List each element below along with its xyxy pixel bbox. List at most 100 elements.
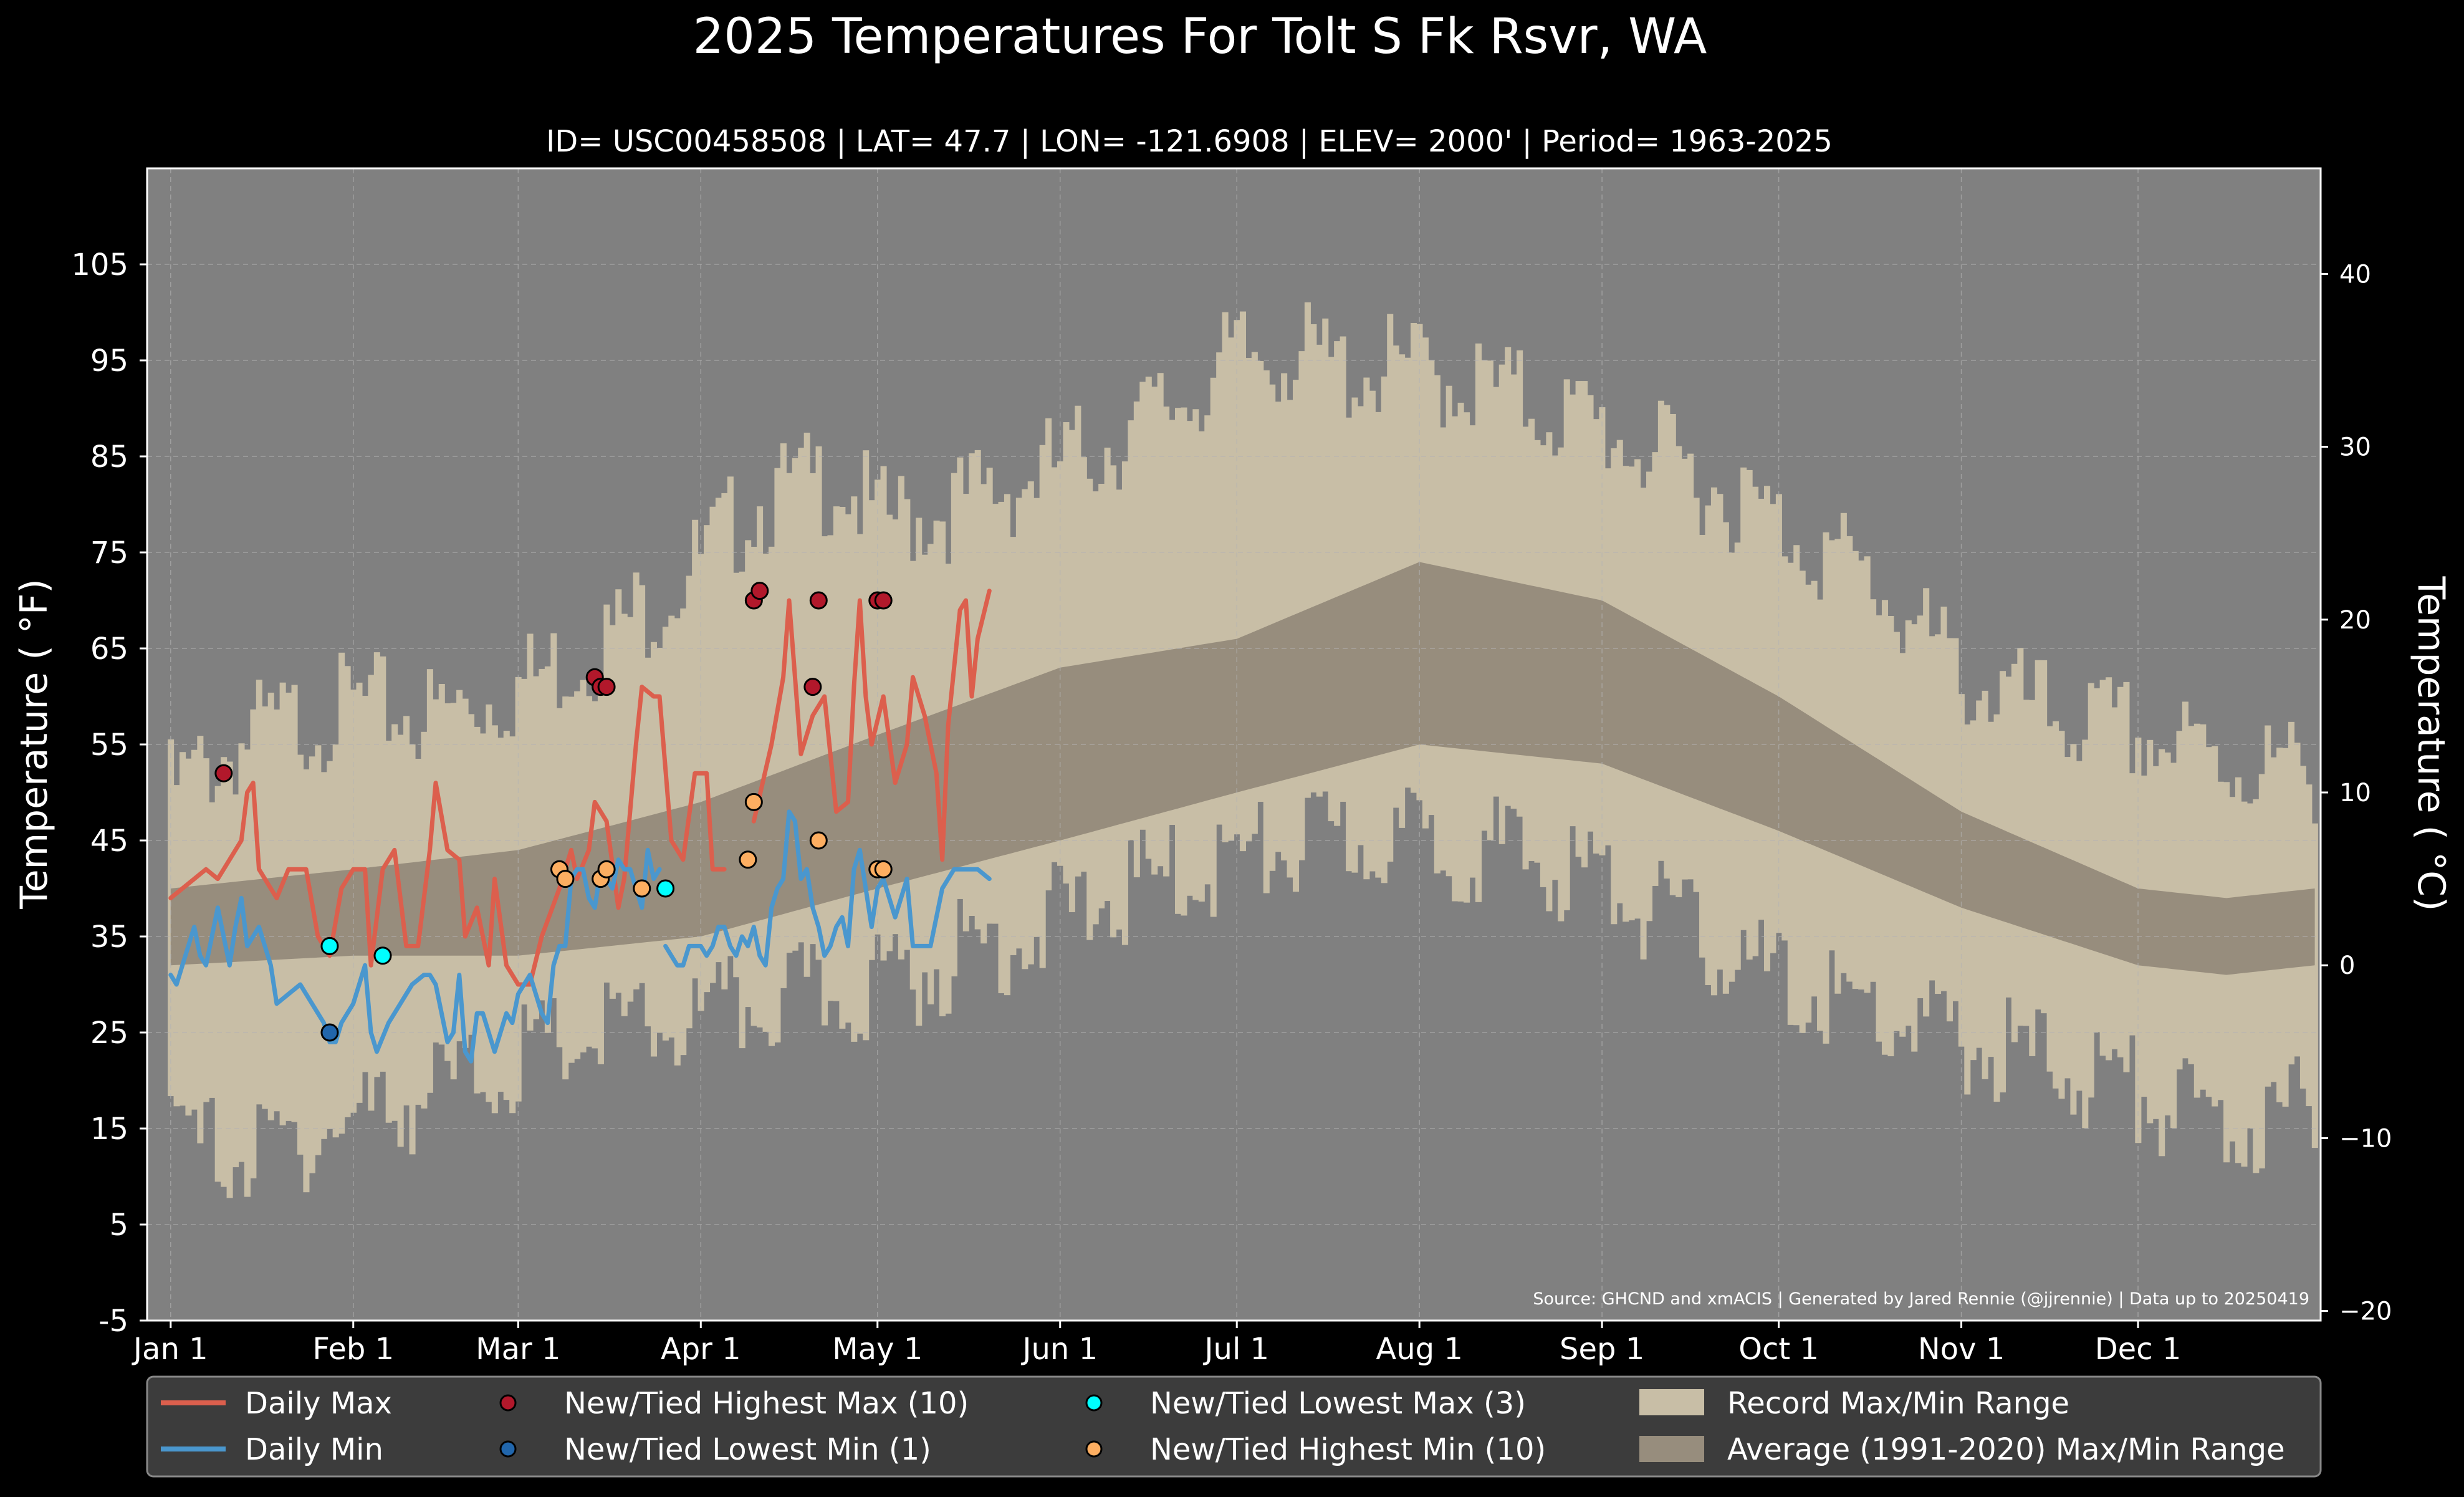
- record-range-bar: [2253, 799, 2260, 1173]
- record-range-bar: [615, 589, 622, 993]
- record-range-bar: [380, 656, 386, 1072]
- record-range-bar: [539, 668, 545, 1001]
- new-highest-max-marker: [809, 591, 828, 610]
- series-layer: [168, 589, 992, 1064]
- y-tick-label: 55: [90, 728, 128, 763]
- y-tick-label: 5: [109, 1208, 128, 1243]
- x-tick-label: Nov 1: [1918, 1332, 2005, 1367]
- record-range-bar: [1505, 347, 1512, 806]
- record-range-bar: [639, 585, 646, 983]
- record-range-bar: [2035, 660, 2041, 1010]
- legend-label-new-highest-max: New/Tied Highest Max (10): [564, 1386, 969, 1421]
- record-range-bar: [1063, 422, 1070, 884]
- y-right-tick-label: 40: [2339, 260, 2371, 289]
- record-range-bar: [2041, 660, 2048, 1014]
- record-range-bar: [1657, 400, 1664, 861]
- record-range-bar: [1257, 360, 1264, 802]
- record-range-bar: [2258, 774, 2265, 1168]
- record-range-bar: [2241, 801, 2248, 1167]
- y-axis-celsius: 40 30 20 10 0 −10 −20: [2321, 260, 2392, 1326]
- y-tick-label: 35: [90, 920, 128, 955]
- chart-subtitle: ID= USC00458508 | LAT= 47.7 | LON= -121.…: [546, 124, 1833, 159]
- new-highest-min-marker: [597, 860, 616, 878]
- y-right-tick-label: 20: [2339, 606, 2371, 635]
- y-axis-label-fahrenheit: Temperature ( °F): [12, 579, 56, 910]
- record-range-bar: [609, 625, 616, 999]
- record-range-bar: [633, 572, 640, 989]
- record-range-bar: [898, 476, 904, 960]
- record-range-bar: [621, 614, 628, 1016]
- record-range-bar: [875, 479, 881, 935]
- record-range-bar: [1216, 352, 1223, 825]
- record-range-bar: [226, 761, 233, 1198]
- y-tick-label: 95: [90, 344, 128, 378]
- x-tick-label: May 1: [832, 1332, 923, 1367]
- new-highest-min-marker: [556, 870, 575, 888]
- legend-marker-new-lowest-max: [1085, 1394, 1103, 1412]
- record-range-bar: [1163, 407, 1170, 877]
- y-axis-label-celsius: Temperature ( °C): [2409, 576, 2453, 912]
- daily-max-line: [168, 589, 992, 987]
- record-range-bar: [603, 604, 610, 983]
- record-range-bar: [1228, 337, 1235, 841]
- legend-label-new-lowest-max: New/Tied Lowest Max (3): [1150, 1386, 1526, 1421]
- record-range-bar: [892, 519, 899, 935]
- record-range-bar: [214, 786, 221, 1182]
- x-tick-label: Jun 1: [1020, 1332, 1098, 1367]
- new-highest-max-marker: [750, 582, 769, 600]
- x-tick-label: Oct 1: [1738, 1332, 1819, 1367]
- record-range-bar: [1139, 382, 1146, 830]
- record-range-bar: [373, 652, 380, 1077]
- legend-label-average-range: Average (1991-2020) Max/Min Range: [1727, 1432, 2285, 1467]
- new-highest-min-marker: [739, 850, 757, 869]
- record-range-bar: [1222, 312, 1229, 842]
- record-range-bar: [1045, 418, 1052, 891]
- legend-marker-new-lowest-min: [499, 1440, 517, 1458]
- record-range-bar: [2311, 823, 2318, 1148]
- y-tick-label: 45: [90, 824, 128, 859]
- daily-min-line: [168, 809, 992, 1064]
- record-marker-layer: [214, 582, 893, 1042]
- new-highest-max-marker: [597, 678, 616, 696]
- x-axis-dates: Jan 1 Feb 1 Mar 1 Apr 1 May 1 Jun 1 Jul 1 Aug 1…: [132, 1321, 2181, 1367]
- record-range-bar: [709, 506, 716, 983]
- legend-marker-new-highest-max: [499, 1394, 517, 1412]
- record-range-bar: [780, 443, 787, 988]
- legend-box: [146, 1375, 2322, 1478]
- record-range-bar: [1281, 373, 1288, 861]
- record-range-bar: [957, 457, 964, 899]
- record-range-bar: [974, 450, 981, 930]
- x-tick-label: Aug 1: [1376, 1332, 1463, 1367]
- y-tick-label: 105: [71, 248, 128, 282]
- legend-swatch-record-range: [1639, 1389, 1704, 1415]
- x-tick-label: Apr 1: [661, 1332, 741, 1367]
- y-tick-label: 65: [90, 632, 128, 667]
- legend-label-daily-min: Daily Min: [245, 1432, 383, 1467]
- record-range-bar: [221, 757, 228, 1187]
- y-tick-label: 75: [90, 536, 128, 570]
- x-tick-label: Mar 1: [476, 1332, 560, 1367]
- record-range-bar: [1169, 420, 1176, 826]
- record-range-bar: [1298, 351, 1305, 860]
- new-highest-min-marker: [874, 860, 893, 878]
- record-range-bar: [550, 633, 557, 999]
- record-range-bar: [2099, 680, 2106, 1056]
- record-range-bar: [521, 678, 528, 1005]
- record-range-bar: [1940, 606, 1947, 991]
- record-range-bar: [1128, 420, 1134, 840]
- average-range-band: [170, 562, 2315, 975]
- record-range-bar: [692, 519, 699, 979]
- y-right-tick-label: 0: [2339, 951, 2355, 980]
- record-range-bar: [2106, 677, 2112, 1061]
- record-range-bar: [733, 572, 740, 978]
- record-range-bar: [1316, 344, 1323, 797]
- chart-title: 2025 Temperatures For Tolt S Fk Rsvr, WA: [693, 9, 1707, 65]
- record-range-bar: [232, 794, 239, 1168]
- record-range-bar: [1410, 323, 1417, 793]
- new-lowest-min-marker: [320, 1023, 339, 1042]
- record-range-bar: [715, 498, 722, 963]
- legend: Daily Max Daily Min New/Tied Highest Max…: [146, 1375, 2322, 1478]
- record-range-bar: [774, 468, 781, 1042]
- record-range-bar: [757, 506, 764, 1028]
- record-range-bar: [1239, 311, 1246, 852]
